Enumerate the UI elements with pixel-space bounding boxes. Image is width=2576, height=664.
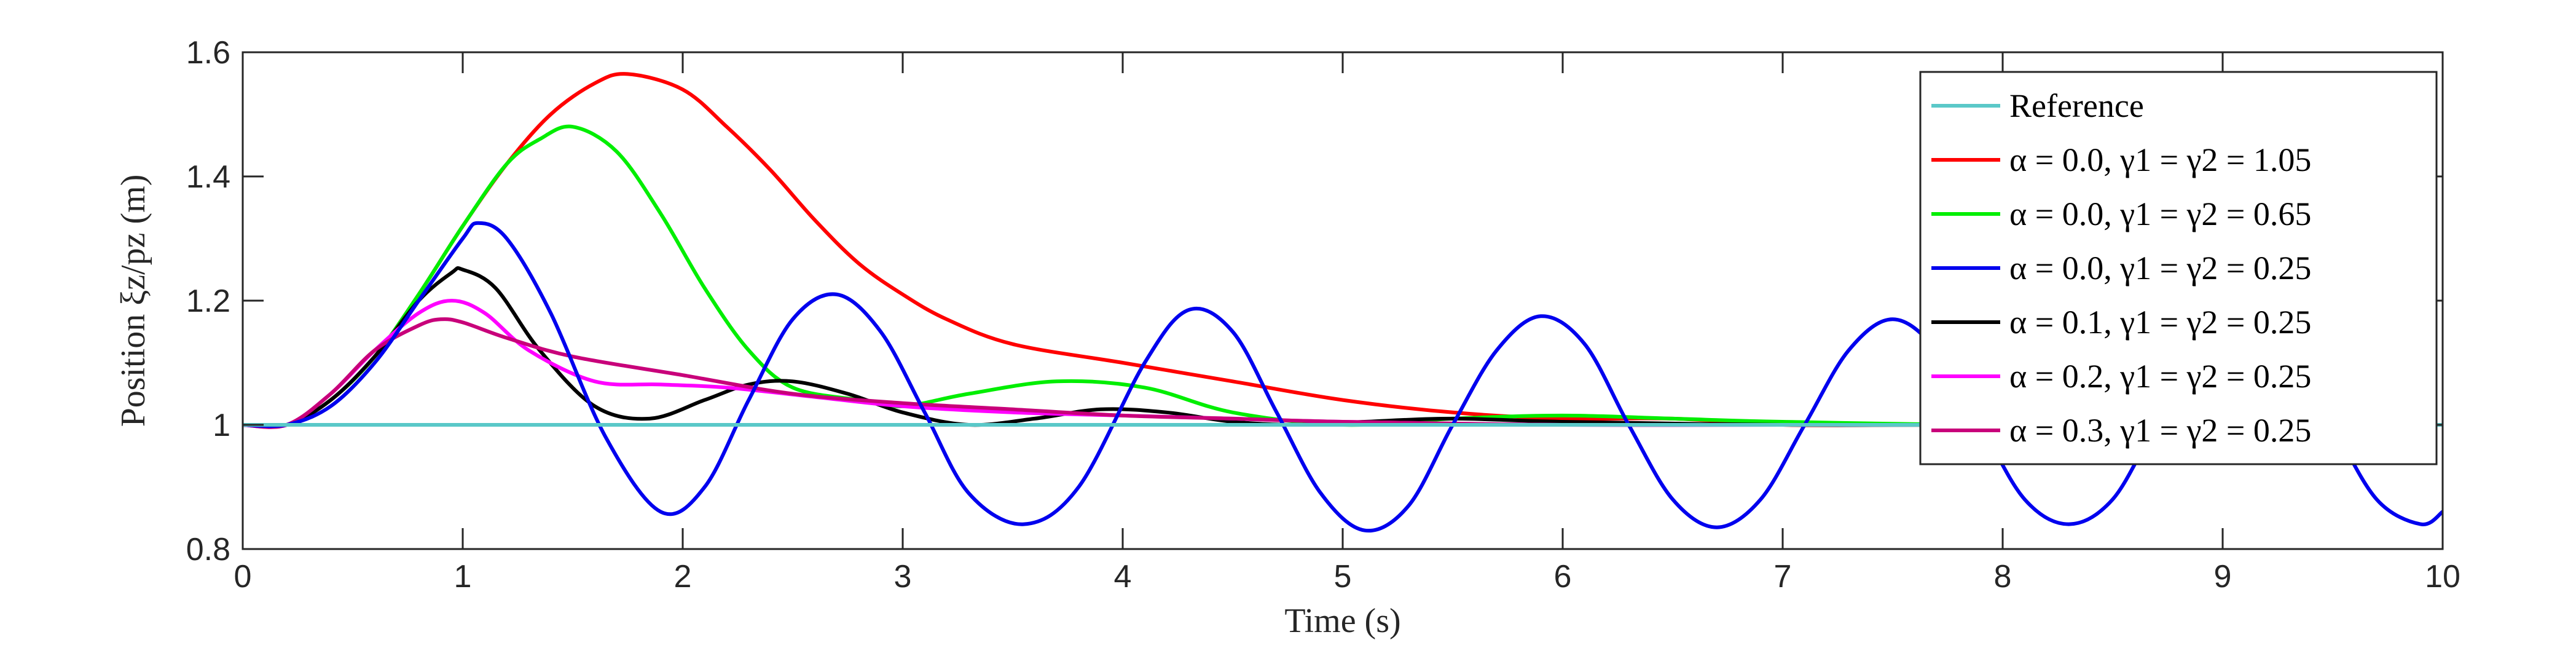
- x-tick-label: 6: [1554, 559, 1572, 595]
- legend-box: [1919, 71, 2438, 465]
- x-tick-label: 8: [1994, 559, 2012, 595]
- y-axis-label: Position ξz/pz (m): [114, 175, 152, 427]
- y-tick-label: 0.8: [186, 532, 230, 567]
- x-tick-label: 10: [2425, 559, 2460, 595]
- legend-label-5: α = 0.2, γ1 = γ2 = 0.25: [2009, 358, 2311, 395]
- x-axis-label: Time (s): [1284, 602, 1400, 640]
- legend-label-1: α = 0.0, γ1 = γ2 = 1.05: [2009, 141, 2311, 178]
- x-tick-label: 2: [674, 559, 692, 595]
- x-tick-label: 7: [1774, 559, 1792, 595]
- x-tick-label: 4: [1114, 559, 1132, 595]
- legend-label-6: α = 0.3, γ1 = γ2 = 0.25: [2009, 412, 2311, 449]
- legend-label-2: α = 0.0, γ1 = γ2 = 0.65: [2009, 196, 2311, 232]
- legend-label-3: α = 0.0, γ1 = γ2 = 0.25: [2009, 250, 2311, 287]
- x-tick-label: 1: [454, 559, 472, 595]
- x-tick-label: 5: [1334, 559, 1352, 595]
- series-line-3: [243, 221, 2443, 533]
- x-tick-label: 3: [894, 559, 912, 595]
- legend-label-0: Reference: [2009, 87, 2144, 124]
- legend-label-4: α = 0.1, γ1 = γ2 = 0.25: [2009, 304, 2311, 341]
- x-tick-label: 0: [234, 559, 252, 595]
- y-tick-label: 1.4: [186, 159, 230, 195]
- y-tick-label: 1.2: [186, 283, 230, 319]
- y-tick-label: 1.6: [186, 35, 230, 71]
- y-tick-label: 1: [213, 408, 230, 443]
- x-tick-label: 9: [2214, 559, 2232, 595]
